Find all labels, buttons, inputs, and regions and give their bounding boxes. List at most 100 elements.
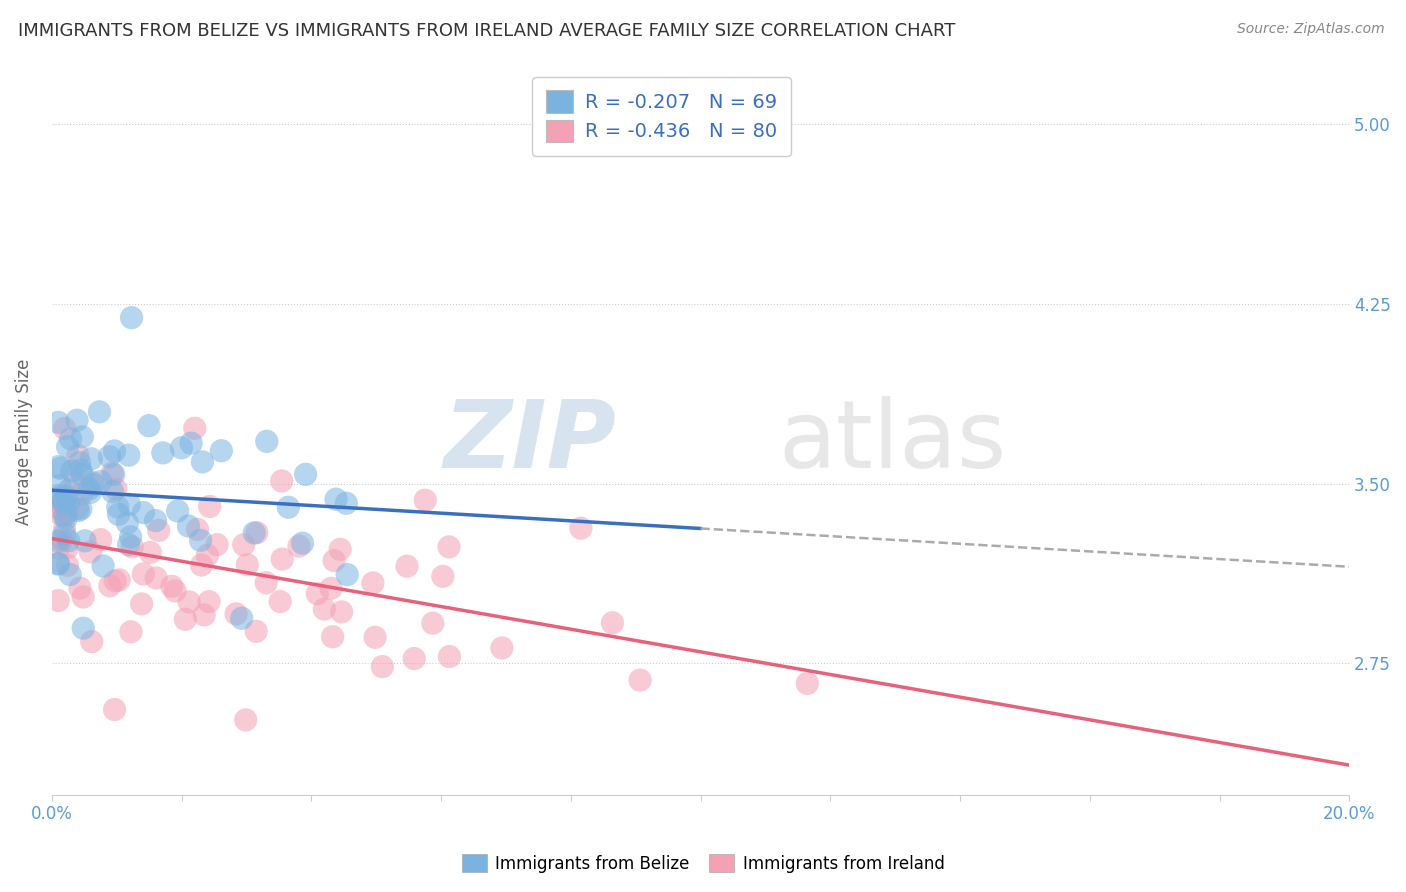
Point	[69, 456, 91, 470]
Point	[796, 676, 818, 690]
Legend: Immigrants from Belize, Immigrants from Ireland: Immigrants from Belize, Immigrants from …	[456, 847, 950, 880]
Point	[336, 567, 359, 582]
Point	[56, 558, 79, 573]
Point	[59, 432, 82, 446]
Point	[46, 534, 69, 549]
Point	[437, 540, 460, 554]
Point	[58, 494, 80, 508]
Point	[160, 579, 183, 593]
Point	[63, 475, 86, 490]
Point	[184, 421, 207, 435]
Point	[132, 506, 155, 520]
Point	[325, 492, 347, 507]
Point	[70, 502, 93, 516]
Point	[104, 482, 127, 496]
Point	[48, 479, 70, 493]
Point	[58, 533, 80, 548]
Point	[491, 640, 513, 655]
Point	[66, 449, 89, 463]
Point	[121, 310, 143, 325]
Point	[319, 582, 342, 596]
Point	[82, 477, 104, 491]
Point	[138, 418, 160, 433]
Point	[46, 557, 69, 571]
Point	[413, 493, 436, 508]
Point	[101, 484, 124, 499]
Point	[404, 651, 426, 665]
Point	[322, 630, 344, 644]
Point	[291, 536, 314, 550]
Point	[72, 621, 94, 635]
Point	[120, 530, 142, 544]
Point	[46, 416, 69, 430]
Point	[432, 569, 454, 583]
Point	[246, 525, 269, 540]
Point	[569, 521, 592, 535]
Point	[193, 607, 215, 622]
Point	[245, 624, 267, 639]
Point	[80, 475, 103, 489]
Point	[108, 573, 131, 587]
Point	[209, 443, 232, 458]
Point	[180, 436, 202, 450]
Point	[256, 434, 278, 449]
Point	[56, 440, 79, 454]
Point	[269, 594, 291, 608]
Point	[77, 482, 100, 496]
Point	[117, 516, 139, 530]
Point	[177, 519, 200, 533]
Legend: R = -0.207   N = 69, R = -0.436   N = 80: R = -0.207 N = 69, R = -0.436 N = 80	[533, 77, 790, 156]
Point	[90, 475, 112, 489]
Point	[101, 466, 124, 480]
Point	[205, 538, 228, 552]
Point	[103, 702, 125, 716]
Point	[439, 649, 461, 664]
Point	[53, 522, 76, 536]
Point	[118, 498, 141, 512]
Point	[46, 491, 69, 505]
Point	[46, 489, 69, 503]
Point	[51, 508, 73, 522]
Point	[53, 503, 76, 517]
Point	[53, 421, 76, 435]
Point	[104, 574, 127, 588]
Point	[117, 538, 139, 552]
Point	[277, 500, 299, 515]
Point	[55, 511, 77, 525]
Point	[422, 616, 444, 631]
Point	[198, 595, 221, 609]
Point	[98, 450, 121, 464]
Point	[323, 553, 346, 567]
Point	[186, 522, 208, 536]
Point	[236, 558, 259, 572]
Point	[49, 461, 72, 475]
Point	[330, 605, 353, 619]
Point	[107, 508, 129, 522]
Point	[66, 501, 89, 516]
Point	[52, 498, 75, 512]
Point	[56, 541, 79, 555]
Point	[90, 533, 112, 547]
Point	[66, 413, 89, 427]
Point	[254, 575, 277, 590]
Point	[335, 496, 357, 510]
Point	[628, 673, 651, 687]
Point	[165, 583, 187, 598]
Point	[48, 501, 70, 516]
Point	[170, 441, 193, 455]
Text: atlas: atlas	[779, 396, 1007, 488]
Point	[52, 494, 75, 508]
Point	[243, 525, 266, 540]
Point	[271, 552, 294, 566]
Point	[103, 444, 125, 458]
Point	[294, 467, 316, 482]
Text: IMMIGRANTS FROM BELIZE VS IMMIGRANTS FROM IRELAND AVERAGE FAMILY SIZE CORRELATIO: IMMIGRANTS FROM BELIZE VS IMMIGRANTS FRO…	[18, 22, 956, 40]
Point	[329, 542, 352, 557]
Point	[197, 548, 219, 562]
Point	[174, 612, 197, 626]
Point	[132, 566, 155, 581]
Point	[121, 540, 143, 554]
Text: Source: ZipAtlas.com: Source: ZipAtlas.com	[1237, 22, 1385, 37]
Point	[53, 527, 76, 541]
Point	[89, 405, 111, 419]
